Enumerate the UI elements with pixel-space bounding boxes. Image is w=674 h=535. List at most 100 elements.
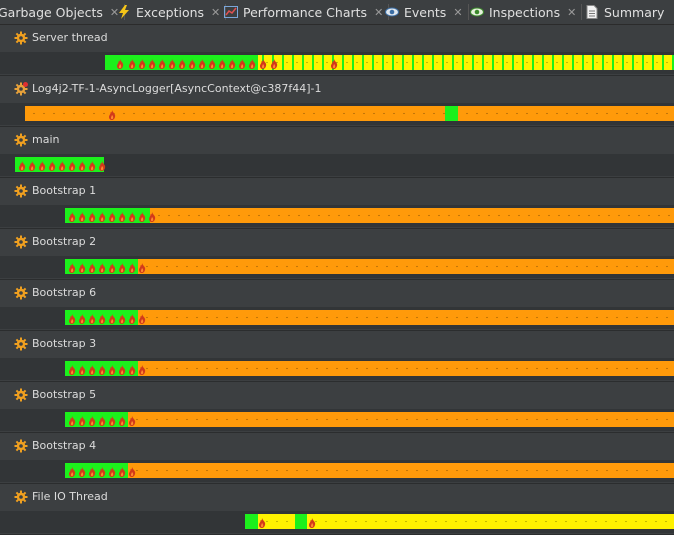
hot-spot-flame-icon[interactable] bbox=[78, 313, 86, 324]
hot-spot-flame-icon[interactable] bbox=[116, 58, 124, 69]
thread-row[interactable]: Bootstrap 3 bbox=[0, 331, 674, 382]
hot-spot-flame-icon[interactable] bbox=[88, 415, 96, 426]
hot-spot-flame-icon[interactable] bbox=[78, 415, 86, 426]
hot-spot-flame-icon[interactable] bbox=[78, 466, 86, 477]
hot-spot-flame-icon[interactable] bbox=[228, 58, 236, 69]
hot-spot-flame-icon[interactable] bbox=[68, 313, 76, 324]
hot-spot-flame-icon[interactable] bbox=[118, 262, 126, 273]
hot-spot-flame-icon[interactable] bbox=[88, 364, 96, 375]
hot-spot-flame-icon[interactable] bbox=[128, 364, 136, 375]
waiting-segment[interactable] bbox=[138, 259, 674, 274]
thread-timeline[interactable] bbox=[0, 205, 674, 227]
thread-row[interactable]: Server thread bbox=[0, 25, 674, 76]
hot-spot-flame-icon[interactable] bbox=[138, 262, 146, 273]
hot-spot-flame-icon[interactable] bbox=[98, 466, 106, 477]
tab-events[interactable]: Events ✕ bbox=[385, 0, 469, 24]
hot-spot-flame-icon[interactable] bbox=[128, 313, 136, 324]
tab-garbage-objects[interactable]: Garbage Objects ✕ bbox=[0, 0, 126, 24]
hot-spot-flame-icon[interactable] bbox=[108, 466, 116, 477]
hot-spot-flame-icon[interactable] bbox=[128, 415, 136, 426]
hot-spot-flame-icon[interactable] bbox=[48, 160, 56, 171]
thread-timeline[interactable] bbox=[0, 511, 674, 533]
thread-timeline[interactable] bbox=[0, 460, 674, 482]
hot-spot-flame-icon[interactable] bbox=[178, 58, 186, 69]
tab-exceptions[interactable]: Exceptions ✕ bbox=[117, 0, 227, 24]
hot-spot-flame-icon[interactable] bbox=[108, 109, 116, 120]
hot-spot-flame-icon[interactable] bbox=[118, 466, 126, 477]
waiting-segment[interactable] bbox=[128, 463, 674, 478]
thread-row[interactable]: Bootstrap 6 bbox=[0, 280, 674, 331]
hot-spot-flame-icon[interactable] bbox=[259, 58, 267, 69]
hot-spot-flame-icon[interactable] bbox=[248, 58, 256, 69]
waiting-segment[interactable] bbox=[25, 106, 445, 121]
thread-row[interactable]: Bootstrap 1 bbox=[0, 178, 674, 229]
hot-spot-flame-icon[interactable] bbox=[148, 58, 156, 69]
hot-spot-flame-icon[interactable] bbox=[68, 262, 76, 273]
thread-row[interactable]: Bootstrap 4 bbox=[0, 433, 674, 484]
hot-spot-flame-icon[interactable] bbox=[158, 58, 166, 69]
hot-spot-flame-icon[interactable] bbox=[148, 211, 156, 222]
hot-spot-flame-icon[interactable] bbox=[108, 262, 116, 273]
hot-spot-flame-icon[interactable] bbox=[68, 415, 76, 426]
thread-timeline[interactable] bbox=[0, 256, 674, 278]
hot-spot-flame-icon[interactable] bbox=[198, 58, 206, 69]
hot-spot-flame-icon[interactable] bbox=[78, 262, 86, 273]
thread-timeline[interactable] bbox=[0, 358, 674, 380]
thread-timeline[interactable] bbox=[0, 409, 674, 431]
thread-timeline[interactable] bbox=[0, 52, 674, 74]
hot-spot-flame-icon[interactable] bbox=[128, 58, 136, 69]
thread-row[interactable]: File IO Thread bbox=[0, 484, 674, 535]
hot-spot-flame-icon[interactable] bbox=[188, 58, 196, 69]
waiting-segment[interactable] bbox=[458, 106, 674, 121]
waiting-segment[interactable] bbox=[138, 310, 674, 325]
hot-spot-flame-icon[interactable] bbox=[118, 364, 126, 375]
hot-spot-flame-icon[interactable] bbox=[68, 160, 76, 171]
hot-spot-flame-icon[interactable] bbox=[270, 58, 278, 69]
hot-spot-flame-icon[interactable] bbox=[238, 58, 246, 69]
hot-spot-flame-icon[interactable] bbox=[308, 517, 316, 528]
hot-spot-flame-icon[interactable] bbox=[218, 58, 226, 69]
hot-spot-flame-icon[interactable] bbox=[118, 313, 126, 324]
hot-spot-flame-icon[interactable] bbox=[28, 160, 36, 171]
hot-spot-flame-icon[interactable] bbox=[128, 262, 136, 273]
hot-spot-flame-icon[interactable] bbox=[108, 313, 116, 324]
hot-spot-flame-icon[interactable] bbox=[98, 415, 106, 426]
close-icon[interactable]: ✕ bbox=[453, 5, 463, 19]
hot-spot-flame-icon[interactable] bbox=[138, 58, 146, 69]
tab-summary[interactable]: Summary bbox=[585, 0, 664, 24]
hot-spot-flame-icon[interactable] bbox=[108, 211, 116, 222]
hot-spot-flame-icon[interactable] bbox=[108, 415, 116, 426]
hot-spot-flame-icon[interactable] bbox=[128, 466, 136, 477]
hot-spot-flame-icon[interactable] bbox=[88, 262, 96, 273]
hot-spot-flame-icon[interactable] bbox=[128, 211, 136, 222]
hot-spot-flame-icon[interactable] bbox=[138, 211, 146, 222]
hot-spot-flame-icon[interactable] bbox=[38, 160, 46, 171]
hot-spot-flame-icon[interactable] bbox=[138, 313, 146, 324]
close-icon[interactable]: ✕ bbox=[211, 5, 221, 19]
hot-spot-flame-icon[interactable] bbox=[118, 211, 126, 222]
hot-spot-flame-icon[interactable] bbox=[118, 415, 126, 426]
blocked-segment[interactable] bbox=[307, 514, 674, 529]
hot-spot-flame-icon[interactable] bbox=[88, 466, 96, 477]
tab-performance-charts[interactable]: Performance Charts ✕ bbox=[224, 0, 390, 24]
hot-spot-flame-icon[interactable] bbox=[68, 364, 76, 375]
thread-timeline[interactable] bbox=[0, 154, 674, 176]
thread-timeline[interactable] bbox=[0, 307, 674, 329]
hot-spot-flame-icon[interactable] bbox=[98, 364, 106, 375]
thread-row[interactable]: Bootstrap 5 bbox=[0, 382, 674, 433]
hot-spot-flame-icon[interactable] bbox=[108, 364, 116, 375]
tab-inspections[interactable]: Inspections ✕ bbox=[470, 0, 583, 24]
waiting-segment[interactable] bbox=[138, 361, 674, 376]
hot-spot-flame-icon[interactable] bbox=[68, 466, 76, 477]
hot-spot-flame-icon[interactable] bbox=[78, 160, 86, 171]
hot-spot-flame-icon[interactable] bbox=[78, 211, 86, 222]
running-segment[interactable] bbox=[445, 106, 458, 121]
hot-spot-flame-icon[interactable] bbox=[168, 58, 176, 69]
close-icon[interactable]: ✕ bbox=[567, 5, 577, 19]
hot-spot-flame-icon[interactable] bbox=[88, 211, 96, 222]
thread-row[interactable]: Log4j2-TF-1-AsyncLogger[AsyncContext@c38… bbox=[0, 76, 674, 127]
hot-spot-flame-icon[interactable] bbox=[68, 211, 76, 222]
hot-spot-flame-icon[interactable] bbox=[208, 58, 216, 69]
hot-spot-flame-icon[interactable] bbox=[98, 160, 106, 171]
hot-spot-flame-icon[interactable] bbox=[98, 313, 106, 324]
